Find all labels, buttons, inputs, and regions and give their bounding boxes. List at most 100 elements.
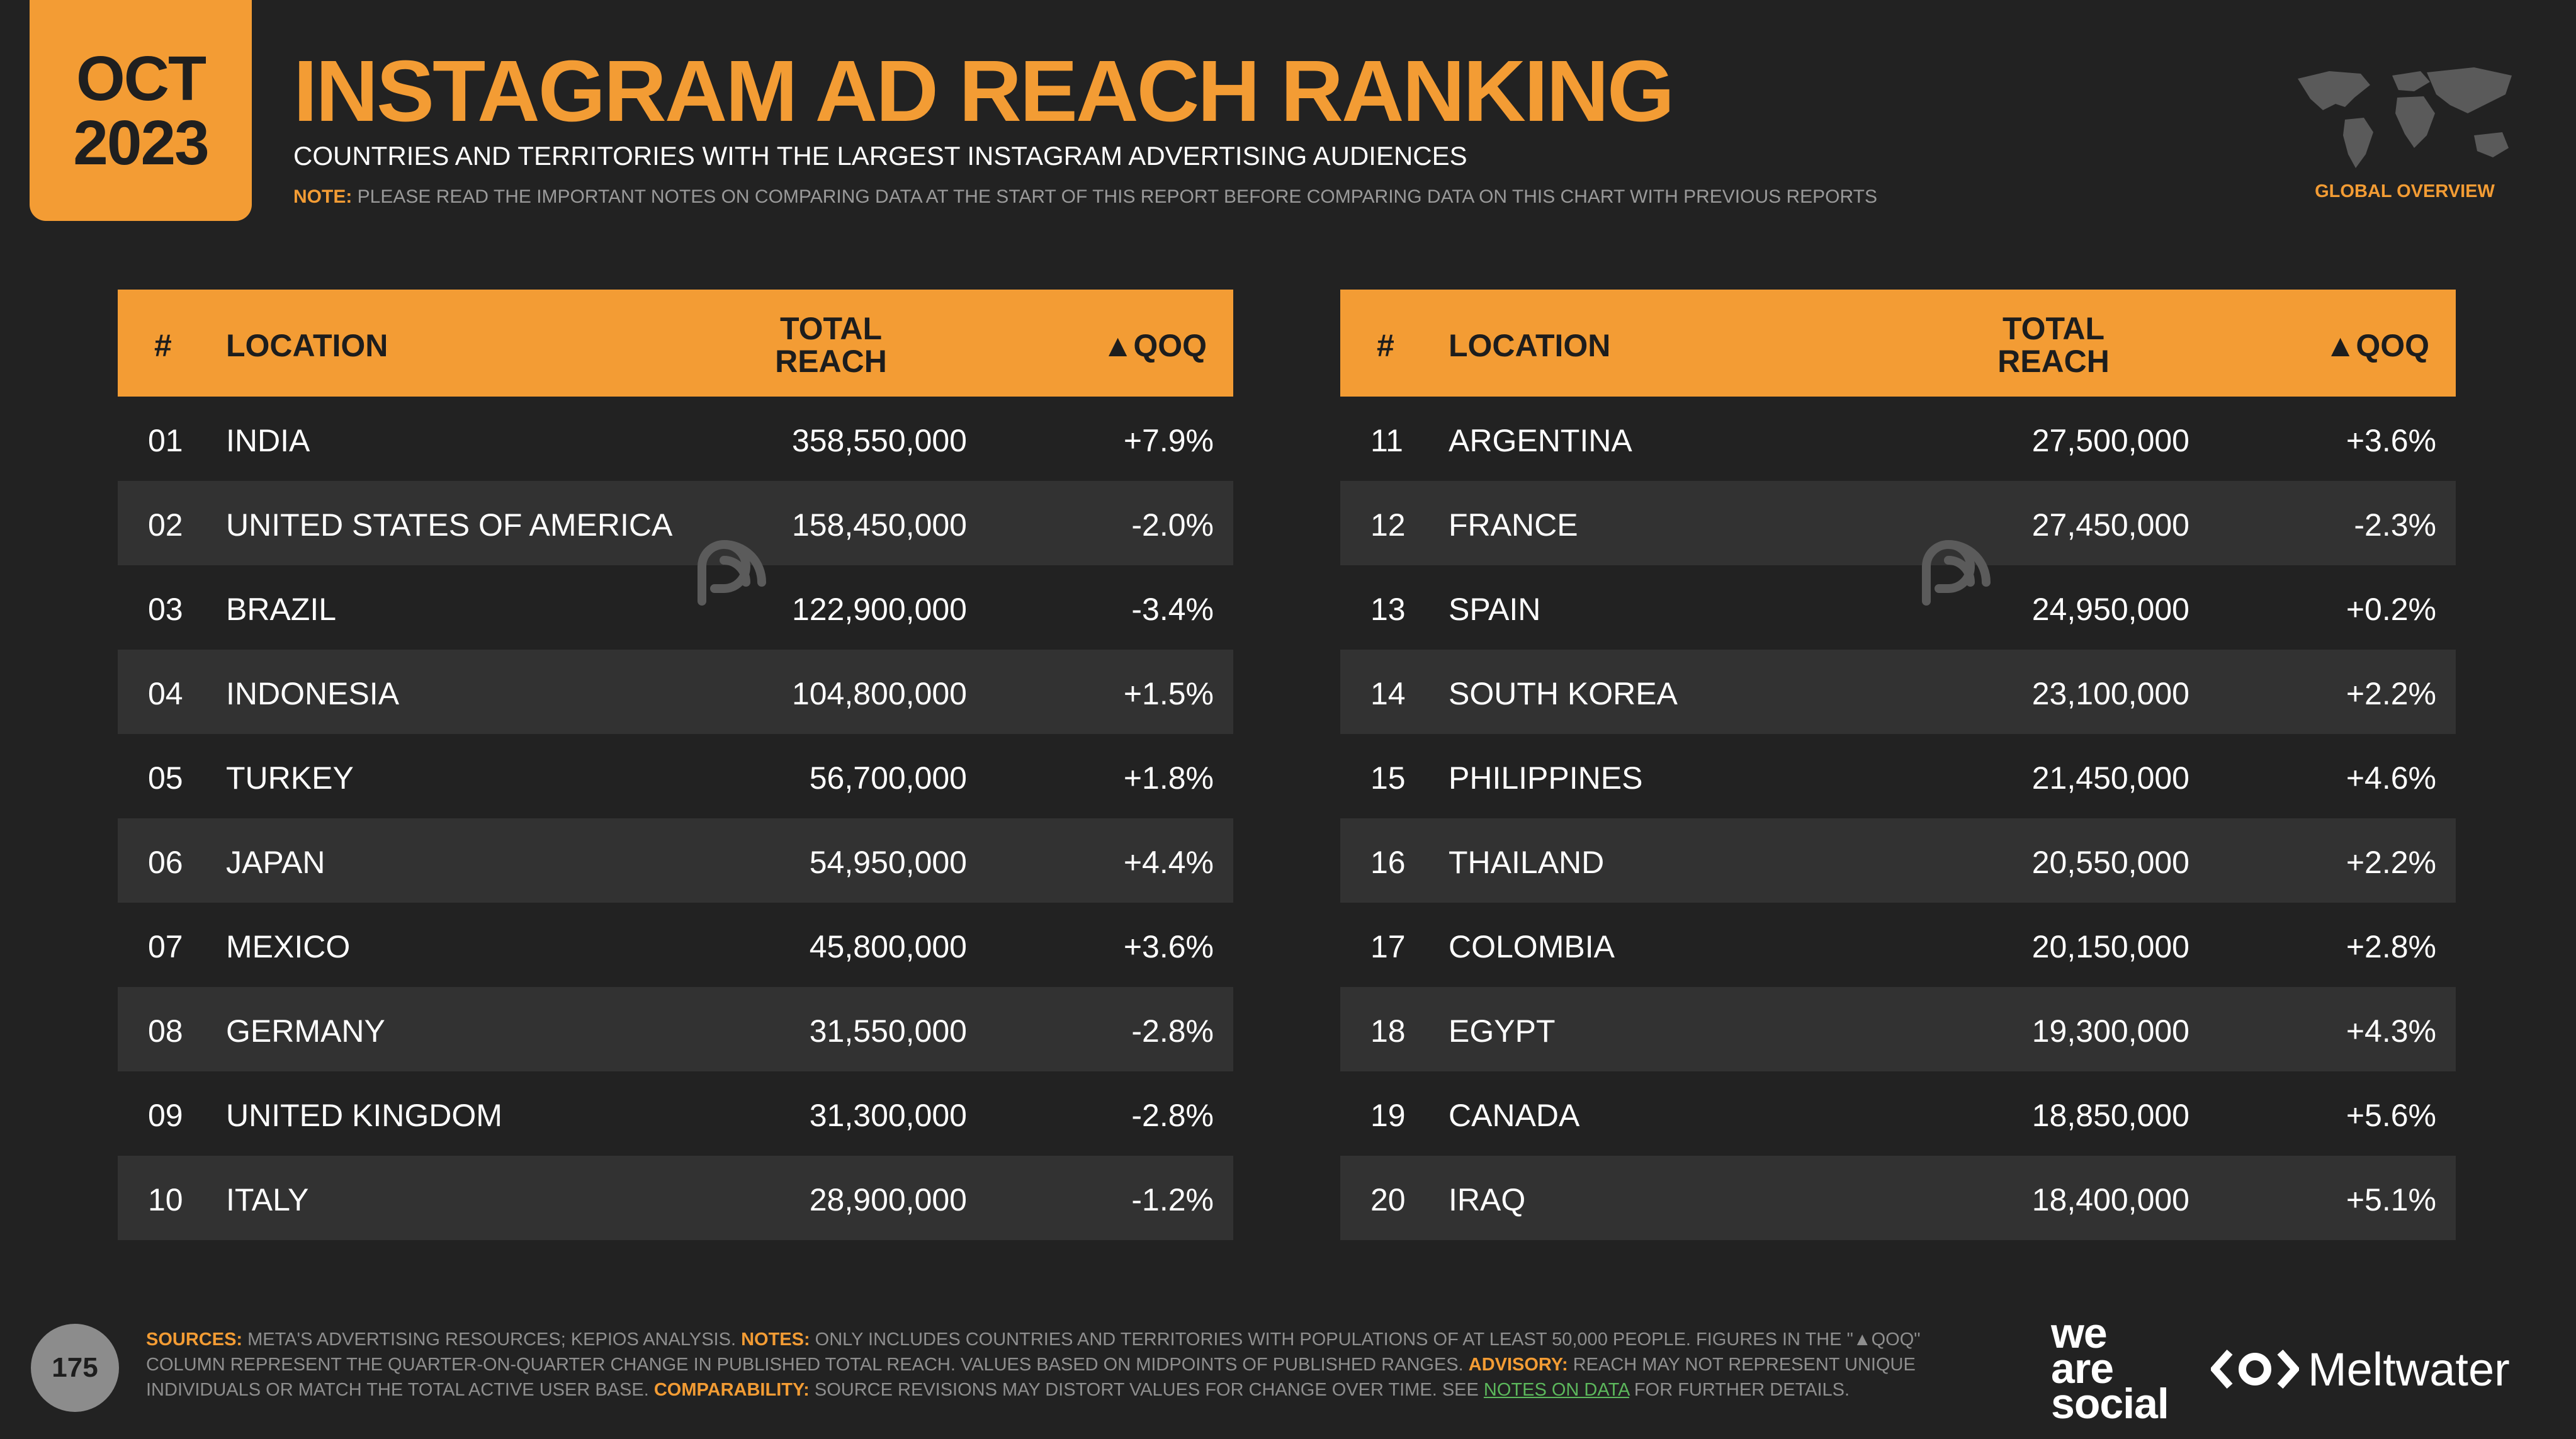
global-overview-label: GLOBAL OVERVIEW [2315, 181, 2495, 201]
table-row: 06 JAPAN 54,950,000 +4.4% [118, 818, 1233, 903]
note-label: NOTE: [293, 186, 353, 207]
page-number: 175 [31, 1324, 119, 1412]
reach-cell: 18,850,000 [2031, 1098, 2189, 1133]
location-cell: MEXICO [226, 929, 351, 964]
rank-cell: 19 [1370, 1098, 1406, 1133]
comparability-label: COMPARABILITY: [653, 1380, 810, 1400]
table-row: 02 UNITED STATES OF AMERICA 158,450,000 -2.… [118, 481, 1233, 565]
header-num: # [154, 328, 172, 363]
qoq-cell: +0.2% [2346, 592, 2436, 627]
table-header: # LOCATION TOTAL REACH ▲QOQ [1340, 290, 2456, 397]
qoq-cell: +2.2% [2346, 676, 2436, 711]
rank-cell: 02 [148, 507, 183, 543]
sources-text: META'S ADVERTISING RESOURCES; KEPIOS ANA… [242, 1329, 742, 1350]
table-row: 11 ARGENTINA 27,500,000 +3.6% [1340, 397, 2456, 481]
qoq-cell: -2.3% [2354, 507, 2436, 543]
location-cell: ITALY [226, 1182, 309, 1217]
location-cell: IRAQ [1449, 1182, 1526, 1217]
table-row: 03 BRAZIL 122,900,000 -3.4% [118, 565, 1233, 650]
header-qoq: ▲QOQ [2324, 328, 2429, 363]
qoq-cell: +3.6% [1123, 929, 1214, 964]
table-row: 19 CANADA 18,850,000 +5.6% [1340, 1071, 2456, 1156]
location-cell: INDONESIA [226, 676, 400, 711]
datareportal-watermark-icon [1922, 540, 1991, 606]
qoq-cell: -2.0% [1131, 507, 1214, 543]
qoq-cell: +4.3% [2346, 1013, 2436, 1049]
reach-cell: 28,900,000 [809, 1182, 967, 1217]
advisory-label: ADVISORY: [1468, 1355, 1568, 1375]
rank-cell: 09 [148, 1098, 183, 1133]
we-are-social-logo: we are social [2051, 1309, 2169, 1428]
qoq-cell: +2.2% [2346, 845, 2436, 880]
table-row: 07 MEXICO 45,800,000 +3.6% [118, 903, 1233, 987]
qoq-cell: +1.8% [1123, 760, 1214, 796]
table-row: 04 INDONESIA 104,800,000 +1.5% [118, 650, 1233, 734]
rank-cell: 04 [148, 676, 183, 711]
rank-cell: 01 [148, 423, 183, 458]
reach-cell: 31,550,000 [809, 1013, 967, 1049]
header-note: NOTE: PLEASE READ THE IMPORTANT NOTES ON… [293, 186, 1877, 208]
qoq-cell: +2.8% [2346, 929, 2436, 964]
location-cell: SPAIN [1449, 592, 1541, 627]
location-cell: EGYPT [1449, 1013, 1556, 1049]
table-row: 20 IRAQ 18,400,000 +5.1% [1340, 1156, 2456, 1240]
badge-month: OCT [76, 43, 206, 114]
ranking-table-left: # LOCATION TOTAL REACH ▲QOQ 01 INDIA 358,5… [118, 290, 1233, 1240]
table-row: 17 COLOMBIA 20,150,000 +2.8% [1340, 903, 2456, 987]
rank-cell: 12 [1370, 507, 1406, 543]
rank-cell: 06 [148, 845, 183, 880]
reach-cell: 21,450,000 [2031, 760, 2189, 796]
header-location: LOCATION [226, 328, 388, 363]
reach-cell: 158,450,000 [791, 507, 967, 543]
advisory-text: REACH MAY NOT REPRESENT UNIQUE INDIVIDUA… [146, 1355, 1916, 1400]
header-reach: TOTAL REACH [775, 311, 887, 379]
qoq-cell: +4.6% [2346, 760, 2436, 796]
reach-cell: 56,700,000 [809, 760, 967, 796]
qoq-cell: +3.6% [2346, 423, 2436, 458]
reach-cell: 20,150,000 [2031, 929, 2189, 964]
meltwater-mark-icon [2211, 1350, 2299, 1389]
rank-cell: 16 [1370, 845, 1406, 880]
rank-cell: 03 [148, 592, 183, 627]
ranking-table-right: # LOCATION TOTAL REACH ▲QOQ 11 ARGENTINA 2… [1340, 290, 2456, 1240]
sources-label: SOURCES: [146, 1329, 243, 1350]
rank-cell: 14 [1370, 676, 1406, 711]
comparability-text: SOURCE REVISIONS MAY DISTORT VALUES FOR … [809, 1380, 1484, 1400]
reach-cell: 31,300,000 [809, 1098, 967, 1133]
table-body: 11 ARGENTINA 27,500,000 +3.6% 12 FRANCE 27,450… [1340, 397, 2456, 1240]
meltwater-logo: Meltwater [2211, 1343, 2510, 1396]
table-row: 13 SPAIN 24,950,000 +0.2% [1340, 565, 2456, 650]
note-text: PLEASE READ THE IMPORTANT NOTES ON COMPA… [357, 186, 1877, 207]
qoq-cell: +5.6% [2346, 1098, 2436, 1133]
table-row: 18 EGYPT 19,300,000 +4.3% [1340, 987, 2456, 1071]
meltwater-wordmark: Meltwater [2308, 1343, 2510, 1396]
location-cell: INDIA [226, 423, 310, 458]
rank-cell: 13 [1370, 592, 1406, 627]
location-cell: GERMANY [226, 1013, 385, 1049]
table-row: 09 UNITED KINGDOM 31,300,000 -2.8% [118, 1071, 1233, 1156]
notes-label: NOTES: [741, 1329, 810, 1350]
notes-on-data-link[interactable]: NOTES ON DATA [1483, 1380, 1629, 1400]
qoq-cell: +1.5% [1123, 676, 1214, 711]
reach-cell: 24,950,000 [2031, 592, 2189, 627]
world-map-icon [2298, 67, 2512, 168]
location-cell: UNITED STATES OF AMERICA [226, 507, 673, 543]
reach-cell: 54,950,000 [809, 845, 967, 880]
table-row: 01 INDIA 358,550,000 +7.9% [118, 397, 1233, 481]
header-qoq: ▲QOQ [1102, 328, 1207, 363]
rank-cell: 07 [148, 929, 183, 964]
rank-cell: 05 [148, 760, 183, 796]
location-cell: COLOMBIA [1449, 929, 1615, 964]
page-title: INSTAGRAM AD REACH RANKING [293, 43, 1675, 140]
location-cell: ARGENTINA [1449, 423, 1632, 458]
location-cell: PHILIPPINES [1449, 760, 1643, 796]
rank-cell: 10 [148, 1182, 183, 1217]
reach-cell: 23,100,000 [2031, 676, 2189, 711]
qoq-cell: -2.8% [1131, 1098, 1214, 1133]
location-cell: THAILAND [1449, 845, 1605, 880]
reach-cell: 27,500,000 [2031, 423, 2189, 458]
reach-cell: 358,550,000 [791, 423, 967, 458]
location-cell: UNITED KINGDOM [226, 1098, 502, 1133]
badge-year: 2023 [73, 107, 209, 178]
table-row: 14 SOUTH KOREA 23,100,000 +2.2% [1340, 650, 2456, 734]
